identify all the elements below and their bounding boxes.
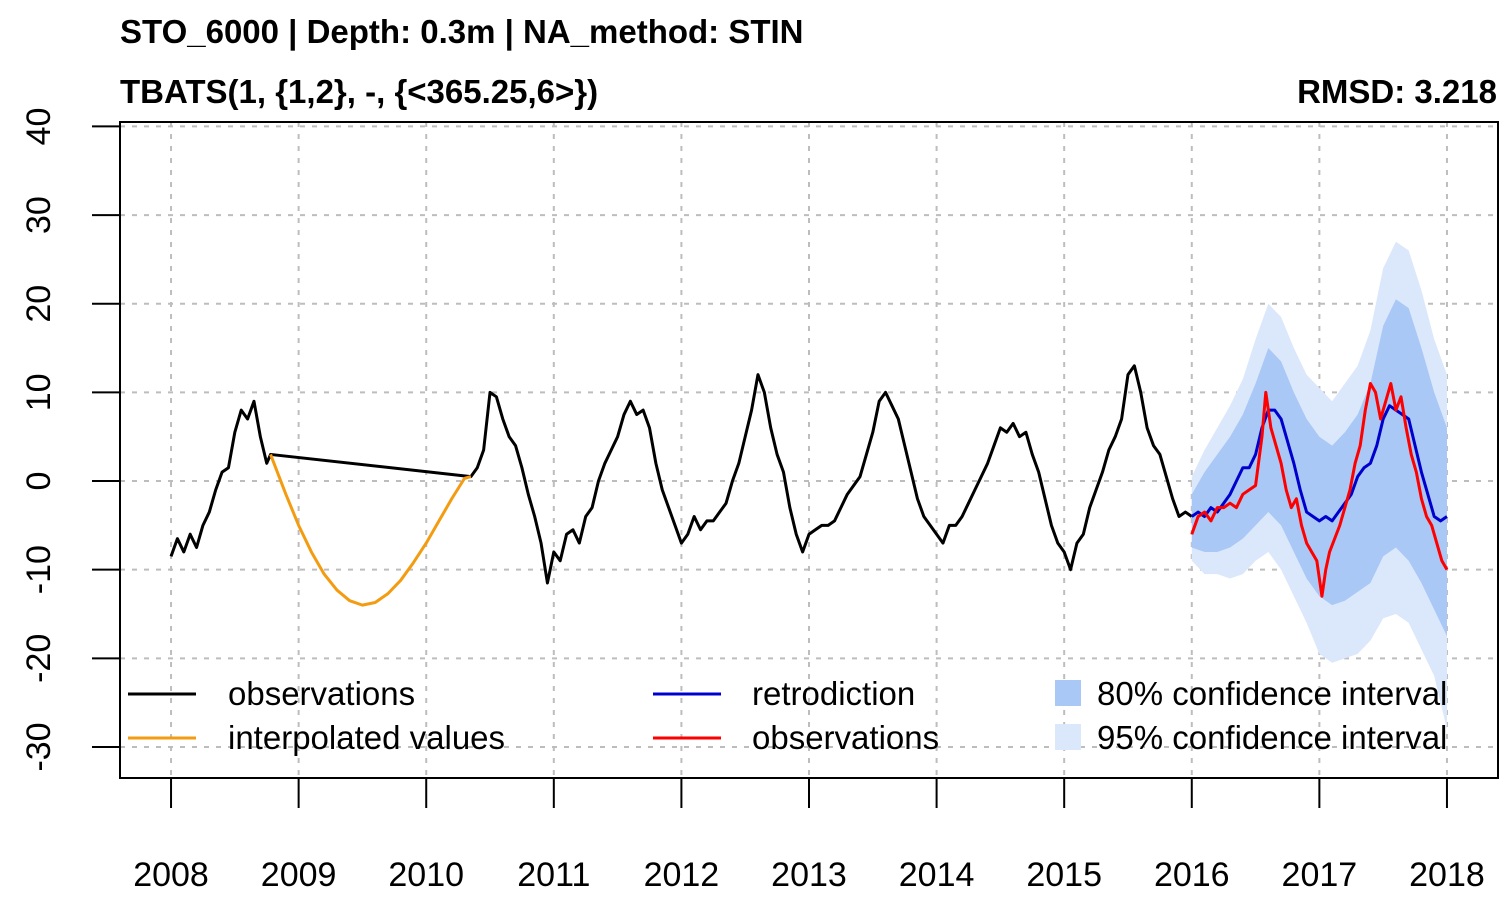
legend-label: observations bbox=[752, 719, 939, 756]
legend-swatch-95-confidence-interval bbox=[1055, 724, 1081, 750]
grid-lines bbox=[120, 122, 1498, 778]
chart-title: STO_6000 | Depth: 0.3m | NA_method: STIN bbox=[120, 13, 804, 50]
series-observations-0 bbox=[169, 364, 1193, 585]
y-tick-label: -20 bbox=[20, 634, 58, 683]
x-tick-label: 2009 bbox=[261, 856, 337, 894]
legend-label: interpolated values bbox=[228, 719, 505, 756]
confidence-bands bbox=[1191, 241, 1447, 730]
legend-label: 80% confidence interval bbox=[1097, 675, 1447, 712]
legend-label: retrodiction bbox=[752, 675, 915, 712]
x-tick-label: 2011 bbox=[517, 856, 590, 894]
chart-subtitle: TBATS(1, {1,2}, -, {<365.25,6>}) bbox=[120, 73, 598, 110]
legend: observations interpolated values retrodict… bbox=[128, 675, 1447, 756]
series-lines bbox=[169, 364, 1449, 607]
y-tick-label: 10 bbox=[20, 373, 58, 411]
x-tick-label: 2017 bbox=[1282, 856, 1358, 894]
y-tick-label: -30 bbox=[20, 722, 58, 771]
x-tick-label: 2016 bbox=[1154, 856, 1230, 894]
x-tick-label: 2008 bbox=[133, 856, 209, 894]
y-tick-label: -10 bbox=[20, 545, 58, 594]
x-tick-label: 2018 bbox=[1409, 856, 1485, 894]
legend-label: observations bbox=[228, 675, 415, 712]
legend-swatch-80-confidence-interval bbox=[1055, 680, 1081, 706]
legend-label: 95% confidence interval bbox=[1097, 719, 1447, 756]
y-tick-label: 20 bbox=[20, 285, 58, 323]
x-tick-label: 2010 bbox=[388, 856, 464, 894]
series-interpolated-values-1 bbox=[269, 453, 472, 607]
x-tick-label: 2014 bbox=[899, 856, 975, 894]
y-tick-label: 0 bbox=[20, 472, 58, 491]
x-axis: 2008 2009 2010 2011 2012 2013 2014 2015 2016 2017… bbox=[133, 777, 1485, 894]
y-axis: -30 -20 -10 0 10 20 30 40 bbox=[20, 108, 120, 772]
x-tick-label: 2012 bbox=[644, 856, 720, 894]
x-tick-label: 2013 bbox=[771, 856, 847, 894]
band-80-confidence-interval bbox=[1191, 299, 1447, 637]
y-tick-label: 40 bbox=[20, 108, 58, 146]
series-observations-3 bbox=[1190, 382, 1449, 598]
y-tick-label: 30 bbox=[20, 196, 58, 234]
x-tick-label: 2015 bbox=[1026, 856, 1102, 894]
rmsd-annotation: RMSD: 3.218 bbox=[1297, 73, 1497, 110]
